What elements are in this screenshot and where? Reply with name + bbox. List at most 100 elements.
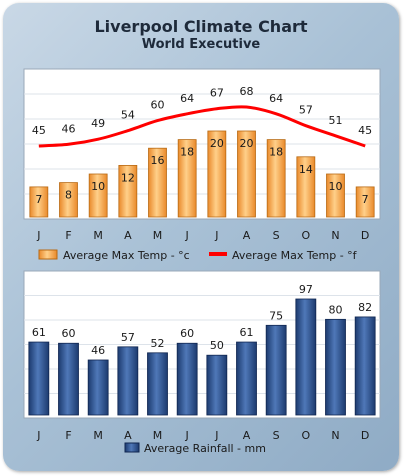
rain-bar-value: 50 bbox=[210, 339, 224, 352]
temp-gridlines bbox=[24, 93, 380, 195]
charts-svg: 45 46 49 54 60 64 67 68 64 57 51 45 7 8 10 12 16 18 20 20 1… bbox=[23, 68, 381, 455]
temp-bar-value: 7 bbox=[35, 193, 42, 206]
temp-line-value: 49 bbox=[91, 117, 105, 130]
temp-month-label: F bbox=[65, 229, 71, 242]
rain-bar-value: 60 bbox=[180, 327, 194, 340]
temp-bar bbox=[88, 173, 108, 218]
legend-swatch-celsius bbox=[38, 249, 58, 260]
rain-month-label: A bbox=[124, 429, 132, 442]
rain-bar bbox=[117, 346, 139, 416]
legend-label-rainfall: Average Rainfall - mm bbox=[144, 442, 266, 455]
temp-month-label: O bbox=[301, 229, 310, 242]
temp-bar bbox=[148, 147, 167, 218]
rain-bar-value: 97 bbox=[299, 283, 313, 296]
temp-line-labels: 45 46 49 54 60 64 67 68 64 57 51 45 bbox=[32, 85, 372, 137]
rain-bar bbox=[176, 342, 198, 416]
temp-month-label: N bbox=[331, 229, 339, 242]
temp-month-label: A bbox=[124, 229, 132, 242]
rain-month-label: D bbox=[361, 429, 369, 442]
temp-bar-value: 20 bbox=[210, 137, 224, 150]
temp-line-value: 68 bbox=[240, 85, 254, 98]
rain-month-label: O bbox=[301, 429, 310, 442]
temp-month-label: M bbox=[93, 229, 103, 242]
rain-bar bbox=[354, 316, 376, 416]
legend-label-fahrenheit: Average Max Temp - °f bbox=[232, 249, 358, 262]
temp-month-label: A bbox=[243, 229, 251, 242]
rain-bar-value: 80 bbox=[329, 303, 343, 316]
temp-bar-value: 8 bbox=[65, 189, 72, 202]
temp-bar bbox=[355, 186, 375, 218]
temp-line-value: 64 bbox=[269, 92, 283, 105]
temp-bar-labels: 7 8 10 12 16 18 20 20 18 14 10 7 bbox=[35, 137, 368, 206]
rain-bar bbox=[265, 324, 287, 416]
temp-bar bbox=[118, 164, 138, 218]
temp-bar bbox=[207, 130, 227, 218]
temp-legend: Average Max Temp - °c Average Max Temp -… bbox=[38, 249, 358, 262]
temp-month-label: D bbox=[361, 229, 369, 242]
temp-bars bbox=[29, 130, 375, 218]
temp-bar-value: 18 bbox=[269, 146, 283, 159]
rain-month-label: M bbox=[93, 429, 103, 442]
rain-legend: Average Rainfall - mm bbox=[124, 442, 266, 455]
rain-month-label: F bbox=[65, 429, 71, 442]
temp-month-label: J bbox=[36, 229, 40, 242]
temp-line-value: 60 bbox=[151, 99, 165, 112]
rain-bars bbox=[28, 298, 376, 416]
temp-bar bbox=[177, 139, 197, 218]
temp-month-label: M bbox=[153, 229, 163, 242]
rain-bar bbox=[28, 341, 50, 416]
temp-bar-value: 12 bbox=[121, 171, 135, 184]
temp-month-label: J bbox=[214, 229, 218, 242]
rain-bar bbox=[325, 318, 346, 416]
temp-bar bbox=[59, 182, 78, 218]
rain-gridlines bbox=[24, 295, 380, 394]
rain-bar bbox=[58, 342, 79, 416]
temp-bar bbox=[326, 173, 345, 218]
temp-line-value: 45 bbox=[32, 124, 46, 137]
temp-line-value: 64 bbox=[180, 92, 194, 105]
temp-bar-value: 14 bbox=[299, 163, 313, 176]
rain-bar-value: 61 bbox=[240, 326, 254, 339]
temp-month-label: S bbox=[273, 229, 280, 242]
temp-bar bbox=[237, 130, 256, 218]
temp-bar-value: 18 bbox=[180, 146, 194, 159]
rain-month-label: J bbox=[185, 429, 189, 442]
chart-title: Liverpool Climate Chart bbox=[94, 17, 308, 36]
legend-label-celsius: Average Max Temp - °c bbox=[63, 249, 190, 262]
rain-month-label: N bbox=[331, 429, 339, 442]
temp-line-value: 54 bbox=[121, 109, 135, 122]
chart-card: Liverpool Climate Chart World Executive … bbox=[3, 3, 399, 471]
temp-bar-value: 16 bbox=[151, 154, 165, 167]
temp-bar bbox=[29, 186, 49, 218]
temp-bar bbox=[266, 139, 286, 218]
temp-bar-value: 20 bbox=[240, 137, 254, 150]
rain-bar-value: 60 bbox=[62, 327, 76, 340]
temperature-chart: 45 46 49 54 60 64 67 68 64 57 51 45 7 8 10 12 16 18 20 20 1… bbox=[23, 68, 381, 262]
chart-subtitle: World Executive bbox=[141, 37, 261, 52]
temp-line-value: 45 bbox=[358, 124, 372, 137]
rain-month-label: M bbox=[153, 429, 163, 442]
temp-line-value: 51 bbox=[329, 114, 343, 127]
rain-month-label: J bbox=[36, 429, 40, 442]
rain-bar bbox=[236, 341, 257, 416]
temp-fahrenheit-line bbox=[38, 105, 366, 148]
temp-bar-value: 10 bbox=[91, 180, 105, 193]
rainfall-chart: 61 60 46 57 52 60 50 61 75 97 80 82 J F M A M J J A S O N D Av… bbox=[23, 270, 381, 455]
rain-bar bbox=[206, 354, 228, 416]
rain-bar bbox=[295, 298, 317, 416]
rain-bar bbox=[87, 359, 109, 416]
rain-bar-value: 75 bbox=[269, 309, 283, 322]
rain-bar-value: 46 bbox=[91, 344, 105, 357]
rain-bar-value: 57 bbox=[121, 331, 135, 344]
rain-bar-value: 82 bbox=[358, 301, 372, 314]
temp-line-value: 67 bbox=[210, 87, 224, 100]
rain-bar-value: 61 bbox=[32, 326, 46, 339]
legend-swatch-rainfall bbox=[124, 442, 140, 453]
temp-bar bbox=[296, 156, 316, 218]
rain-bar-labels: 61 60 46 57 52 60 50 61 75 97 80 82 bbox=[32, 283, 372, 357]
rain-month-label: S bbox=[273, 429, 280, 442]
rain-bar-value: 52 bbox=[151, 337, 165, 350]
rain-month-label: J bbox=[214, 429, 218, 442]
